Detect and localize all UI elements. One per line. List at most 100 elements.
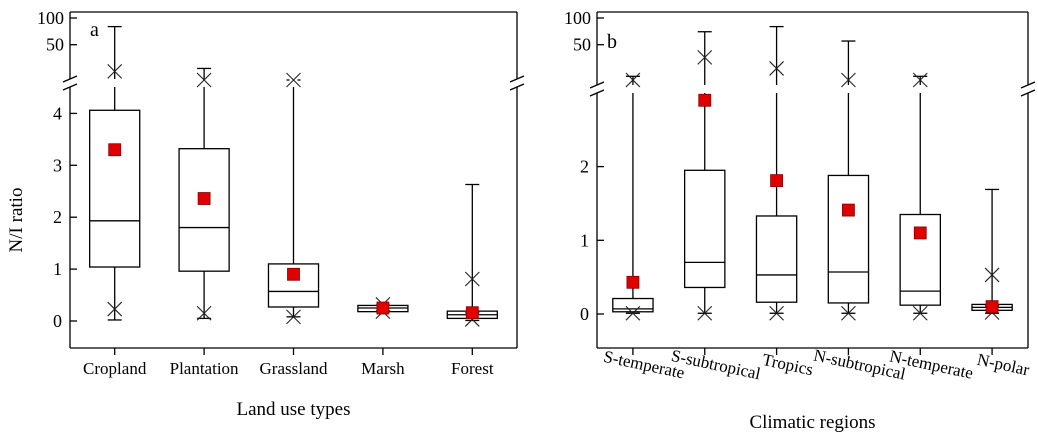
x-axis-label: Land use types — [237, 399, 351, 420]
axis-break-right — [509, 75, 525, 83]
y-tick-label: 0 — [580, 304, 589, 324]
percentile-low-marker-stroke — [841, 305, 856, 321]
y-tick-label: 100 — [37, 8, 64, 28]
percentile-high-marker — [286, 72, 301, 88]
y-tick-label: 100 — [564, 8, 591, 28]
y-tick-label: 4 — [53, 103, 62, 123]
percentile-high-marker — [841, 72, 856, 88]
x-tick-label: Cropland — [83, 359, 147, 378]
whisker-break-gap — [200, 79, 209, 87]
box-group — [357, 297, 409, 320]
box — [612, 297, 654, 313]
y-tick-label: 2 — [53, 207, 62, 227]
x-axis-label: Climatic regions — [749, 412, 875, 432]
box-group — [755, 25, 798, 321]
box-group — [971, 188, 1013, 320]
percentile-low-marker-stroke — [107, 301, 123, 317]
percentile-high-marker — [107, 64, 123, 79]
box-group — [827, 40, 870, 321]
y-axis-label: N/I ratio — [6, 188, 27, 253]
percentile-low-marker — [625, 305, 641, 321]
mean-marker — [626, 275, 640, 289]
x-tick-label: Grassland — [260, 359, 328, 378]
axis-break-left — [62, 83, 78, 91]
mean-marker — [698, 93, 712, 107]
percentile-high-marker-stroke — [841, 72, 856, 88]
whisker-break-gap — [628, 85, 637, 93]
percentile-low-marker-stroke — [625, 305, 641, 321]
mean-marker — [842, 203, 855, 217]
box — [178, 148, 230, 272]
percentile-low-marker — [769, 305, 784, 321]
percentile-low-marker — [107, 301, 123, 317]
box — [89, 109, 141, 268]
percentile-high-marker-stroke — [286, 72, 301, 88]
mean-marker — [287, 267, 300, 281]
box-group — [612, 72, 654, 321]
mean-marker — [985, 300, 999, 314]
percentile-low-marker-stroke — [769, 305, 784, 321]
box — [755, 215, 798, 303]
panel-b: 50100012bS-temperateS-subtropicalTropics… — [564, 8, 1036, 432]
axis-break-left — [589, 81, 605, 89]
x-tick-label: S-subtropical — [670, 346, 763, 383]
axis-break-right — [509, 83, 525, 91]
mean-marker — [376, 301, 390, 315]
panel-label: b — [607, 31, 617, 53]
percentile-high-marker-stroke — [769, 61, 784, 76]
whisker-break-gap — [700, 85, 709, 93]
percentile-high-marker — [984, 267, 1000, 283]
axis-break-right — [1020, 81, 1036, 89]
whisker-break-gap — [110, 79, 119, 87]
percentile-high-marker-stroke — [625, 72, 641, 88]
percentile-high-marker-stroke — [107, 64, 123, 79]
x-tick-label: Tropics — [761, 350, 815, 379]
y-tick-label: 50 — [46, 35, 64, 55]
y-tick-label: 1 — [580, 230, 589, 250]
percentile-high-marker-stroke — [697, 49, 713, 65]
percentile-low-marker-stroke — [286, 309, 301, 325]
percentile-low-marker — [841, 305, 856, 321]
box-group — [899, 72, 942, 321]
percentile-high-marker — [769, 61, 784, 76]
percentile-low-marker — [912, 305, 928, 321]
x-tick-label: Plantation — [170, 359, 239, 378]
percentile-high-marker — [697, 49, 713, 65]
box-group — [446, 183, 498, 327]
box-group — [267, 72, 320, 325]
panel-a: 50 100 0 1 2 3 4 a Cropland Plantation Grassland Ma… — [6, 8, 525, 420]
panel-label: a — [90, 19, 99, 41]
percentile-high-marker — [912, 72, 928, 88]
mean-marker — [108, 143, 122, 157]
whisker-break-gap — [916, 85, 925, 93]
percentile-high-marker — [625, 72, 641, 88]
box-group — [178, 67, 230, 321]
percentile-low-marker — [697, 305, 713, 321]
axis-break-right — [1020, 89, 1036, 97]
mean-marker — [770, 174, 783, 188]
percentile-low-marker-stroke — [196, 305, 212, 321]
y-tick-label: 1 — [53, 259, 62, 279]
percentile-high-marker-stroke — [912, 72, 928, 88]
x-tick-label: Forest — [451, 359, 494, 378]
percentile-high-marker-stroke — [196, 72, 212, 88]
mean-marker — [465, 306, 479, 320]
percentile-low-marker — [286, 309, 301, 325]
y-tick-label: 50 — [573, 35, 591, 55]
y-tick-label: 3 — [53, 155, 62, 175]
mean-marker — [197, 192, 211, 205]
box — [683, 169, 726, 289]
percentile-low-marker — [196, 305, 212, 321]
percentile-high-marker-stroke — [464, 271, 480, 287]
axis-break-left — [62, 75, 78, 83]
box-group — [89, 25, 141, 321]
x-tick-label: N-polar — [975, 350, 1031, 380]
y-tick-label: 0 — [53, 311, 62, 331]
percentile-high-marker — [196, 72, 212, 88]
axis-break-left — [589, 89, 605, 97]
box-group — [683, 31, 726, 321]
whisker-break-gap — [772, 85, 781, 93]
whisker-break-gap — [289, 79, 298, 87]
percentile-low-marker-stroke — [912, 305, 928, 321]
